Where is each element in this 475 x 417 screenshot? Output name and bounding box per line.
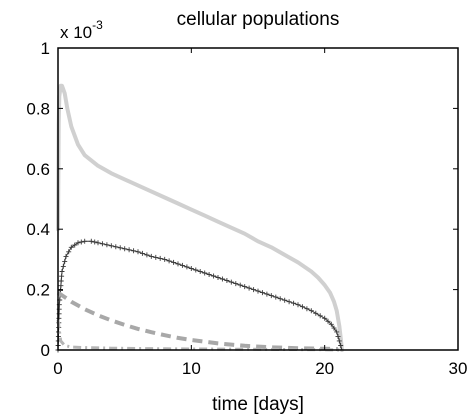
series-2-point — [88, 238, 94, 244]
series-2-point — [162, 256, 168, 262]
axes-frame — [57, 47, 459, 351]
series-2-point — [135, 249, 141, 255]
series-1-line — [56, 83, 344, 352]
series-2-point — [308, 308, 314, 314]
series-2-point — [59, 269, 65, 274]
series-2-point — [325, 318, 331, 324]
series-2-point — [224, 278, 230, 283]
series-2-point — [157, 255, 163, 261]
x-tick-label: 10 — [182, 359, 201, 378]
series-2-point — [188, 266, 194, 271]
series-2-point — [104, 242, 110, 248]
series-2-point — [322, 315, 328, 321]
series-2-point — [139, 250, 145, 256]
y-tick-label: 0 — [41, 341, 50, 360]
series-2-point — [113, 244, 119, 250]
x-tick-label: 30 — [449, 359, 468, 378]
series-2-point — [273, 294, 279, 300]
series-2-point — [282, 297, 288, 303]
series-2-point — [206, 272, 212, 277]
series-2-point — [62, 258, 68, 264]
series-layer — [55, 83, 344, 353]
series-2-point — [317, 313, 323, 319]
series-2-point — [299, 304, 305, 310]
series-2-point — [95, 240, 101, 246]
series-2-point — [259, 290, 265, 296]
series-2-point — [219, 276, 225, 282]
series-2-point — [184, 264, 190, 270]
series-2-point — [175, 261, 181, 267]
series-2-point — [75, 240, 81, 246]
chart-title: cellular populations — [177, 9, 340, 30]
series-2-point — [68, 244, 74, 250]
series-2-point — [59, 273, 65, 279]
series-2-point — [313, 310, 319, 316]
series-2-point — [166, 258, 172, 264]
series-2-point — [331, 325, 337, 331]
series-2-point — [99, 241, 105, 247]
x-tick-label: 20 — [315, 359, 334, 378]
series-2-point — [78, 239, 84, 245]
series-2-point — [255, 288, 261, 294]
series-2-point — [197, 269, 203, 274]
y-multiplier-exponent: -3 — [92, 18, 103, 32]
series-2-point — [277, 296, 283, 302]
series-2-point — [338, 343, 344, 348]
series-2-point — [153, 254, 159, 260]
series-2-point — [126, 247, 132, 253]
x-tick-label: 0 — [53, 359, 62, 378]
y-tick-label: 0.8 — [26, 99, 50, 118]
series-2-point — [336, 338, 342, 344]
series-2-point — [117, 245, 123, 251]
series-2-point — [66, 249, 72, 255]
series-2-point — [193, 267, 199, 273]
series-2-point — [334, 329, 340, 335]
series-2-point — [246, 285, 252, 291]
series-2-point — [202, 270, 208, 276]
series-2-point — [215, 275, 221, 280]
series-2-point — [131, 248, 137, 254]
y-tick-label: 1 — [41, 39, 50, 58]
series-2-point — [228, 279, 234, 285]
series-2-point — [268, 293, 274, 299]
series-2-point — [92, 239, 98, 245]
series-2-point — [58, 278, 64, 284]
y-multiplier: x 10-3 — [60, 18, 103, 42]
series-2-point — [251, 287, 257, 293]
series-2-point — [264, 291, 270, 297]
series-2-point — [328, 321, 334, 327]
y-tick-label: 0.4 — [26, 220, 50, 239]
y-multiplier-base: x 10 — [60, 23, 92, 42]
series-2-point — [171, 259, 177, 265]
series-2-point — [295, 302, 301, 308]
y-tick-label: 0.2 — [26, 281, 50, 300]
series-2-point — [108, 243, 114, 249]
series-2-point — [211, 273, 217, 279]
series-2-point — [144, 252, 150, 258]
ticks-layer: 0 10 20 30 0 0.2 0.4 0.6 0.8 1 — [26, 39, 467, 378]
series-2-point — [58, 283, 64, 289]
y-tick-label: 0.6 — [26, 160, 50, 179]
series-2-point — [82, 238, 88, 244]
series-2-line — [57, 240, 343, 351]
series-2-point — [122, 246, 128, 252]
series-2-point — [233, 281, 239, 287]
series-2-point — [286, 299, 292, 305]
series-2-point — [304, 306, 310, 312]
series-2-markers — [55, 238, 344, 353]
series-2-point — [60, 263, 66, 269]
series-2-point — [291, 300, 297, 306]
series-2-point — [63, 253, 69, 259]
series-2-point — [335, 333, 341, 339]
series-3-line — [56, 290, 339, 352]
x-axis-label: time [days] — [212, 394, 304, 415]
series-2-point — [179, 262, 185, 268]
series-2-point — [72, 242, 78, 248]
series-4-line — [56, 319, 343, 352]
series-2-point — [148, 253, 154, 259]
series-2-point — [237, 282, 243, 288]
series-2-point — [242, 284, 248, 290]
